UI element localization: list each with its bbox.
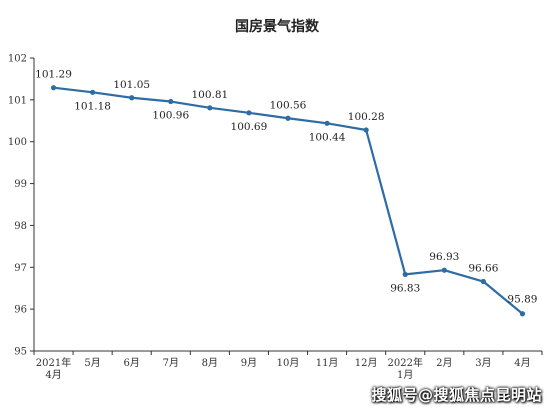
data-label: 101.18 (74, 100, 111, 112)
data-point (324, 120, 330, 126)
data-label: 100.81 (191, 89, 228, 101)
y-tick-label: 101 (8, 95, 27, 106)
x-tick-label: 6月 (124, 357, 140, 369)
data-point (285, 115, 291, 121)
data-label: 100.69 (231, 121, 268, 133)
data-point (402, 271, 408, 278)
data-point (519, 311, 526, 317)
data-label: 100.44 (309, 131, 346, 143)
data-point (363, 127, 369, 133)
y-tick-label: 99 (14, 179, 27, 190)
data-point (50, 85, 57, 91)
y-tick-label: 97 (14, 263, 27, 274)
x-tick-label: 9月 (241, 357, 257, 369)
x-tick-label: 5月 (84, 357, 100, 369)
data-label: 96.93 (429, 251, 459, 263)
data-label: 101.29 (35, 69, 72, 81)
series-line (53, 86, 524, 315)
x-tick-label: 8月 (202, 357, 218, 369)
x-tick-label: 12月 (355, 357, 378, 369)
chart-title: 国房景气指数 (235, 19, 319, 35)
data-label: 100.28 (348, 111, 385, 123)
x-tick-label: 2022年 1月 (388, 356, 423, 381)
y-tick-label: 96 (14, 305, 27, 316)
data-point (246, 110, 252, 116)
data-label: 96.83 (390, 282, 420, 294)
x-tick-label: 3月 (475, 357, 491, 369)
data-label: 95.89 (507, 294, 537, 306)
y-tick-label: 102 (8, 54, 27, 65)
data-point (90, 89, 96, 95)
data-label: 100.56 (270, 99, 307, 111)
x-tick-label: 2月 (436, 357, 452, 369)
x-tick-label: 10月 (277, 357, 300, 369)
data-point (168, 98, 174, 105)
data-point (207, 105, 213, 111)
data-point (441, 267, 447, 273)
data-point (129, 95, 135, 101)
y-tick-label: 100 (8, 137, 27, 148)
x-tick-label: 7月 (163, 357, 179, 369)
watermark: 搜狐号@搜狐焦点昆明站 (371, 386, 542, 404)
data-label: 101.05 (113, 79, 150, 91)
x-tick-label: 2021年 4月 (36, 356, 71, 381)
y-tick-label: 98 (14, 221, 27, 232)
data-point (480, 278, 486, 285)
x-tick-label: 4月 (514, 357, 530, 369)
data-label: 96.66 (468, 263, 498, 275)
data-label: 100.96 (152, 110, 189, 122)
y-tick-label: 95 (14, 347, 27, 358)
x-tick-label: 11月 (316, 357, 339, 369)
